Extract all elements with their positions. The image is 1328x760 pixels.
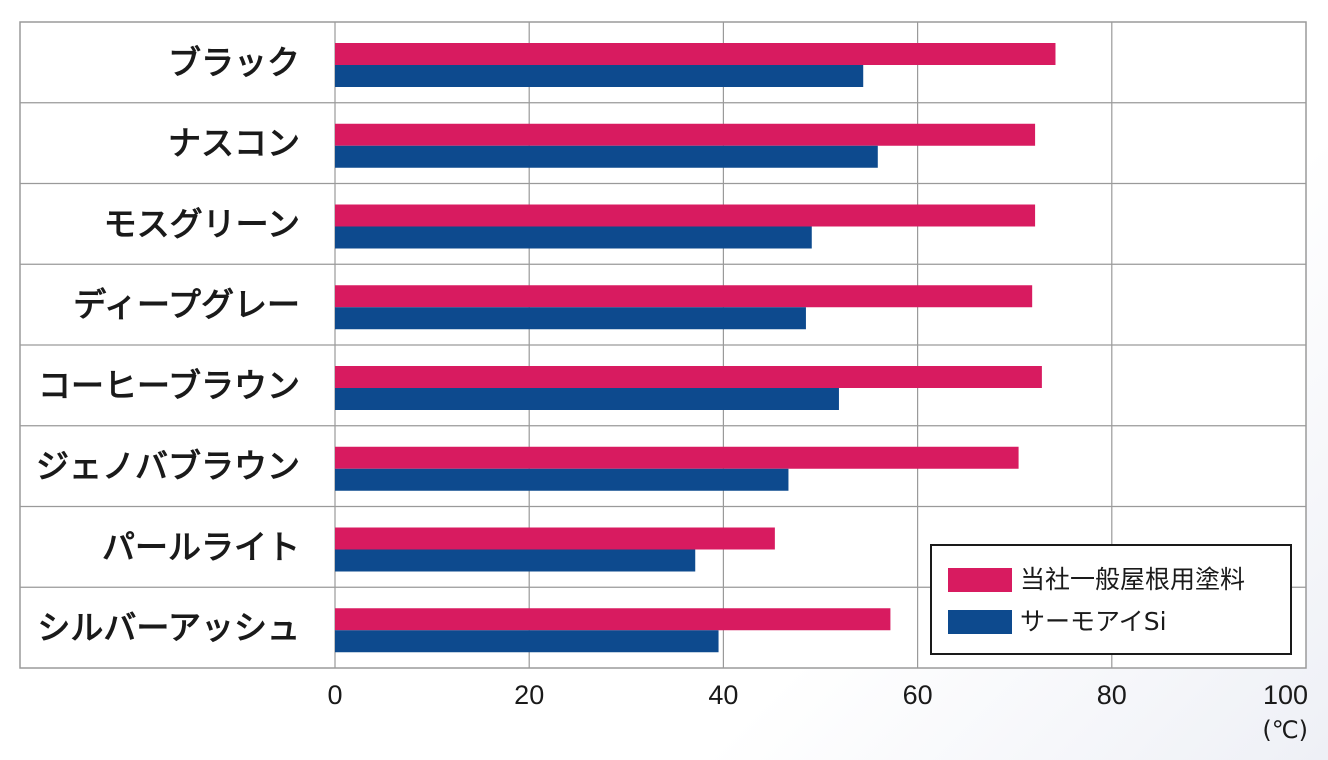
category-label: パールライト	[102, 527, 300, 566]
bar-conventional-6	[335, 527, 775, 550]
bar-thermoeye-2	[335, 226, 812, 249]
bar-thermoeye-7	[335, 630, 719, 653]
bar-conventional-3	[335, 285, 1033, 308]
x-tick-label: 40	[708, 680, 738, 710]
legend-swatch	[948, 610, 1012, 634]
bar-thermoeye-0	[335, 65, 864, 87]
bar-conventional-1	[335, 123, 1036, 146]
legend-label: サーモアイSi	[1020, 607, 1167, 636]
x-tick-label: 20	[514, 680, 544, 710]
legend-box	[930, 544, 1292, 655]
legend-label: 当社一般屋根用塗料	[1020, 565, 1245, 594]
category-label: ジェノバブラウン	[36, 447, 300, 486]
bar-thermoeye-1	[335, 145, 878, 168]
x-tick-label: 100	[1263, 680, 1308, 710]
bar-thermoeye-4	[335, 388, 839, 410]
bar-thermoeye-5	[335, 468, 789, 491]
bar-conventional-7	[335, 608, 891, 631]
x-tick-label: 80	[1097, 680, 1127, 710]
x-tick-label: 0	[327, 680, 342, 710]
category-label: ブラック	[168, 43, 300, 82]
category-label: ディープグレー	[73, 285, 300, 324]
category-label: モスグリーン	[104, 204, 300, 243]
bar-conventional-2	[335, 204, 1036, 227]
bar-conventional-4	[335, 366, 1042, 388]
x-unit-label: (℃)	[1262, 716, 1308, 744]
x-tick-label: 60	[903, 680, 933, 710]
category-label: ナスコン	[168, 124, 300, 163]
category-label: コーヒーブラウン	[38, 366, 300, 405]
bar-thermoeye-6	[335, 549, 696, 572]
category-label: シルバーアッシュ	[37, 608, 300, 647]
legend-swatch	[948, 568, 1012, 592]
bar-thermoeye-3	[335, 307, 806, 330]
bar-conventional-0	[335, 43, 1056, 65]
plot-frame	[19, 21, 1307, 669]
bar-conventional-5	[335, 446, 1019, 469]
